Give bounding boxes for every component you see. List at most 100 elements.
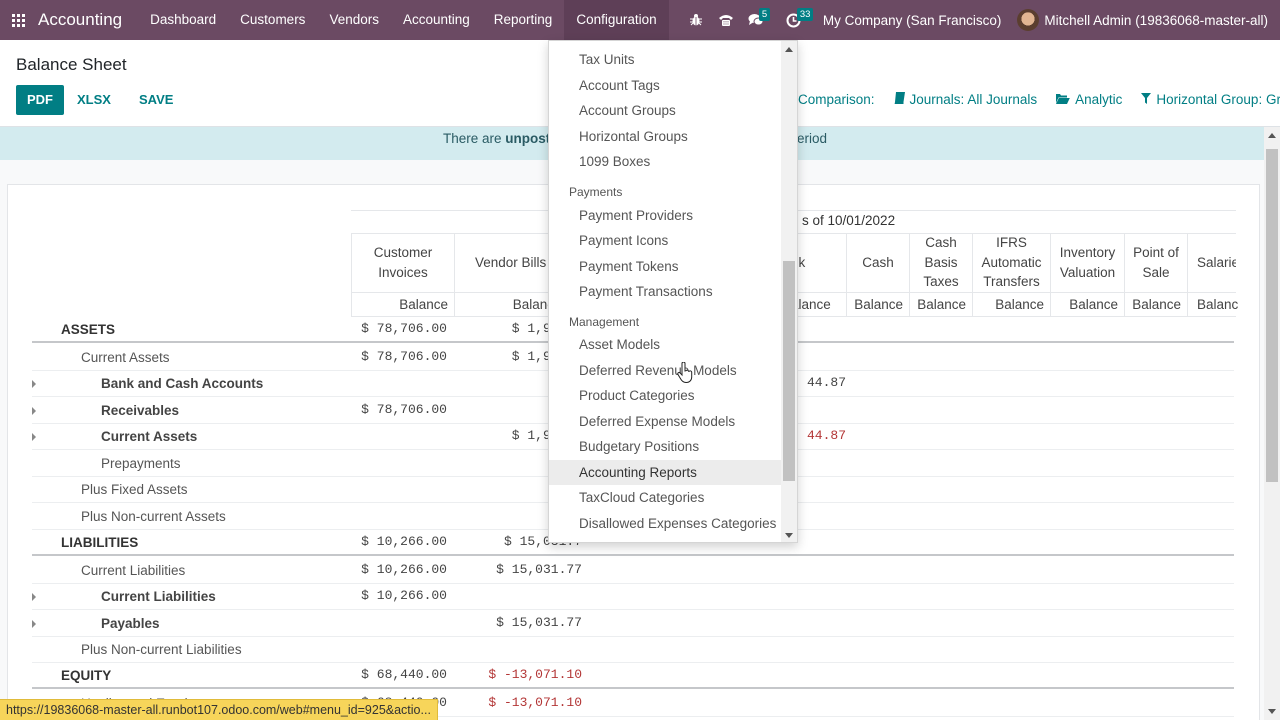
menu-item-budgetary-positions[interactable]: Budgetary Positions [579, 439, 700, 454]
app-name[interactable]: Accounting [38, 10, 123, 29]
expand-caret-icon[interactable] [32, 380, 36, 388]
value-vendor-bills: $ 15,031.77 [496, 614, 582, 630]
menu-customers[interactable]: Customers [240, 12, 306, 27]
value-customer-invoices: $ 10,266.00 [361, 561, 447, 577]
messages-count-badge: 5 [758, 8, 771, 21]
row-label: Receivables [101, 402, 180, 418]
menu-configuration[interactable]: Configuration [564, 0, 669, 40]
menu-item-disallowed-expenses-categories[interactable]: Disallowed Expenses Categories [579, 516, 777, 531]
menu-reporting[interactable]: Reporting [493, 12, 553, 27]
scroll-up-arrow-icon[interactable] [785, 47, 793, 52]
row-label: Current Liabilities [81, 562, 186, 578]
row-label: ASSETS [61, 322, 116, 337]
balance-subheader: Balance [1051, 293, 1125, 317]
menu-item-payment-transactions[interactable]: Payment Transactions [579, 284, 713, 299]
menu-item-tax-units[interactable]: Tax Units [579, 52, 635, 67]
apps-menu-button[interactable] [0, 0, 36, 40]
balance-subheader: Balance [847, 293, 910, 317]
comparison-label: Comparison: [798, 92, 875, 107]
menu-item-product-categories[interactable]: Product Categories [579, 388, 695, 403]
report-row-current-liabilities-detail[interactable]: Current Liabilities $ 10,266.00 [32, 584, 1234, 611]
activities-button[interactable]: 33 [779, 0, 814, 40]
journals-filter[interactable]: Journals: All Journals [894, 92, 1037, 107]
main-menu: Dashboard Customers Vendors Accounting R… [138, 0, 669, 40]
menu-item-account-tags[interactable]: Account Tags [579, 78, 660, 93]
row-label: EQUITY [61, 668, 112, 683]
menu-item-1099-boxes[interactable]: 1099 Boxes [579, 154, 651, 169]
report-row-equity[interactable]: EQUITY $ 68,440.00 $ -13,071.10 [32, 663, 1234, 690]
menu-item-account-groups[interactable]: Account Groups [579, 103, 676, 118]
column-header-bank: nk [791, 233, 847, 293]
dropdown-scrollbar[interactable] [781, 41, 797, 542]
horizontal-group-filter[interactable]: Horizontal Group: Grou [1141, 92, 1280, 107]
balance-subheader: Balanc [455, 293, 555, 317]
column-header-ifrs-automatic-transfers: IFRS Automatic Transfers [973, 233, 1051, 293]
value-bank: 44.87 [806, 428, 846, 443]
save-button[interactable]: SAVE [138, 92, 174, 107]
value-customer-invoices: $ 78,706.00 [361, 321, 447, 336]
top-navbar: Accounting Dashboard Customers Vendors A… [0, 0, 1280, 40]
report-row-plus-non-current-liabilities[interactable]: Plus Non-current Liabilities [32, 637, 1234, 664]
menu-item-deferred-expense-models[interactable]: Deferred Expense Models [579, 414, 736, 429]
row-label: LIABILITIES [61, 535, 139, 550]
comparison-filter[interactable]: Comparison: [798, 92, 875, 107]
page-scrollbar[interactable] [1264, 127, 1280, 720]
row-label: Current Liabilities [101, 589, 216, 604]
expand-caret-icon[interactable] [32, 593, 36, 601]
row-label: Plus Non-current Assets [81, 508, 226, 524]
column-header-inventory-valuation: Inventory Valuation [1051, 233, 1125, 293]
user-menu[interactable]: Mitchell Admin (19836068-master-all) [1017, 9, 1280, 31]
column-header-customer-invoices: Customer Invoices [351, 233, 455, 293]
menu-section-management: Management [569, 315, 640, 329]
row-label: Plus Non-current Liabilities [81, 642, 242, 657]
row-label: Prepayments [101, 455, 181, 471]
menu-dashboard[interactable]: Dashboard [150, 12, 217, 27]
expand-caret-icon[interactable] [32, 406, 36, 415]
page-scrollbar-thumb[interactable] [1266, 149, 1278, 482]
menu-accounting[interactable]: Accounting [402, 12, 470, 27]
xlsx-button[interactable]: XLSX [77, 92, 111, 107]
analytic-filter[interactable]: Analytic [1056, 92, 1122, 107]
warning-prefix: There are [443, 131, 506, 146]
report-row-current-liabilities[interactable]: Current Liabilities $ 10,266.00 $ 15,031… [32, 558, 1234, 584]
filter-icon [1141, 92, 1152, 107]
balance-subheader: alance [791, 293, 847, 317]
menu-item-accounting-reports[interactable]: Accounting Reports [549, 460, 782, 486]
dropdown-scrollbar-thumb[interactable] [783, 261, 795, 481]
report-row-liabilities[interactable]: LIABILITIES $ 10,266.00 $ 15,031.7 [32, 530, 1234, 557]
phone-icon[interactable] [711, 0, 741, 40]
scroll-down-arrow-icon[interactable] [1268, 709, 1276, 714]
menu-item-taxcloud-categories[interactable]: TaxCloud Categories [579, 490, 705, 505]
pdf-button[interactable]: PDF [16, 85, 64, 115]
messages-button[interactable]: 5 [741, 0, 771, 40]
balance-subheader: Balance [910, 293, 973, 317]
row-label: Bank and Cash Accounts [101, 376, 264, 391]
menu-vendors[interactable]: Vendors [329, 12, 379, 27]
menu-item-payment-tokens[interactable]: Payment Tokens [579, 259, 679, 274]
menu-item-asset-models[interactable]: Asset Models [579, 337, 661, 352]
company-switcher[interactable]: My Company (San Francisco) [822, 12, 1002, 28]
row-label: Plus Fixed Assets [81, 482, 188, 497]
page-title: Balance Sheet [16, 55, 127, 74]
bug-icon[interactable] [681, 0, 711, 40]
value-vendor-bills: $ 15,031.77 [496, 561, 582, 577]
report-row-payables[interactable]: Payables $ 15,031.77 [32, 611, 1234, 637]
column-header-cash-basis-taxes: Cash Basis Taxes [910, 233, 973, 293]
scroll-up-arrow-icon[interactable] [1268, 133, 1276, 138]
value-customer-invoices: $ 78,706.00 [361, 401, 447, 417]
expand-caret-icon[interactable] [32, 433, 36, 441]
menu-item-deferred-revenue-models[interactable]: Deferred Revenue Models [579, 363, 737, 378]
report-filters: Comparison: Journals: All Journals Analy… [798, 92, 1280, 107]
analytic-label: Analytic [1075, 92, 1123, 107]
expand-caret-icon[interactable] [32, 619, 36, 628]
menu-item-payment-providers[interactable]: Payment Providers [579, 208, 694, 223]
warning-suffix: eriod [797, 131, 828, 146]
menu-item-payment-icons[interactable]: Payment Icons [579, 233, 669, 248]
column-header-cash: Cash [847, 233, 910, 293]
unposted-link[interactable]: unposte [505, 131, 558, 146]
chat-icon [748, 14, 764, 26]
as-of-date: s of 10/01/2022 [802, 213, 896, 228]
row-label: Current Assets [101, 429, 198, 444]
menu-item-horizontal-groups[interactable]: Horizontal Groups [579, 129, 688, 144]
scroll-down-arrow-icon[interactable] [785, 533, 793, 538]
